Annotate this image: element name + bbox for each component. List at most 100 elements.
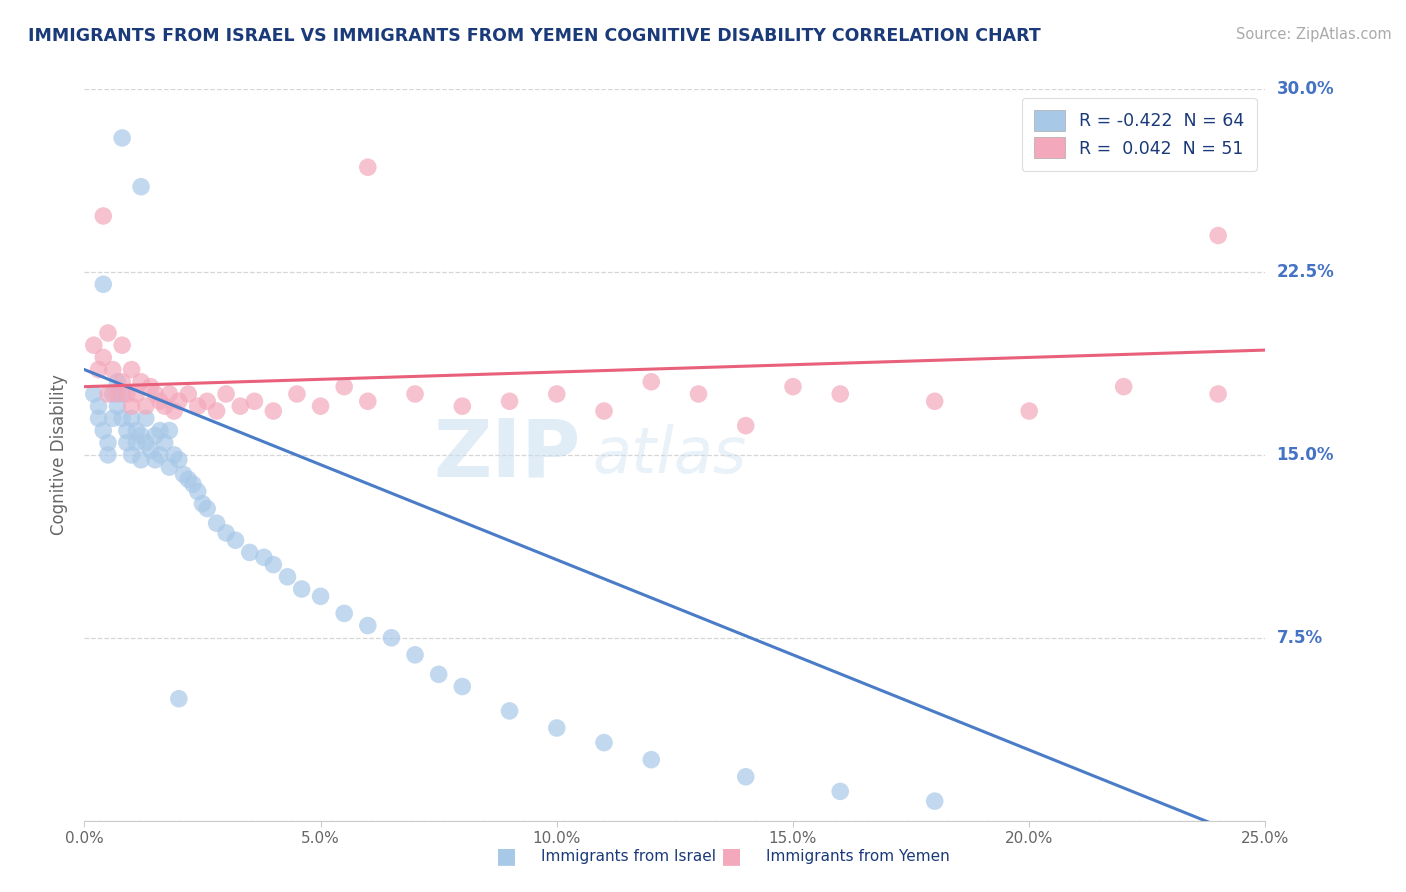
Point — [121, 362, 143, 376]
Point — [129, 428, 152, 442]
Text: IMMIGRANTS FROM ISRAEL VS IMMIGRANTS FROM YEMEN COGNITIVE DISABILITY CORRELATION: IMMIGRANTS FROM ISRAEL VS IMMIGRANTS FRO… — [28, 27, 1040, 45]
Point — [924, 394, 946, 409]
Point — [167, 394, 190, 409]
Point — [404, 387, 426, 401]
Point — [87, 411, 110, 425]
Text: 30.0%: 30.0% — [1277, 80, 1334, 98]
Text: 7.5%: 7.5% — [1277, 629, 1323, 647]
Point — [734, 770, 756, 784]
Point — [1206, 228, 1229, 243]
Point — [291, 582, 314, 596]
Point — [101, 387, 124, 401]
Point — [546, 721, 568, 735]
Point — [149, 424, 172, 438]
Point — [149, 448, 172, 462]
Point — [427, 667, 450, 681]
Point — [97, 435, 120, 450]
Point — [205, 516, 228, 531]
Point — [121, 448, 143, 462]
Point — [167, 452, 190, 467]
Point — [111, 411, 134, 425]
Point — [163, 404, 186, 418]
Point — [215, 387, 238, 401]
Point — [451, 399, 474, 413]
Point — [91, 277, 114, 292]
Point — [97, 326, 120, 340]
Point — [121, 399, 143, 413]
Point — [111, 131, 134, 145]
Point — [129, 452, 152, 467]
Point — [149, 394, 172, 409]
Point — [177, 387, 200, 401]
Point — [87, 362, 110, 376]
Point — [333, 379, 356, 393]
Point — [97, 448, 120, 462]
Point — [101, 362, 124, 376]
Point — [97, 387, 120, 401]
Point — [115, 387, 138, 401]
Point — [187, 484, 209, 499]
Point — [111, 338, 134, 352]
Point — [101, 411, 124, 425]
Point — [157, 460, 180, 475]
Point — [195, 501, 218, 516]
Text: 22.5%: 22.5% — [1277, 263, 1334, 281]
Point — [191, 497, 214, 511]
Point — [1206, 387, 1229, 401]
Point — [357, 394, 380, 409]
Point — [333, 607, 356, 621]
Text: ZIP: ZIP — [433, 416, 581, 494]
Point — [734, 418, 756, 433]
Point — [115, 424, 138, 438]
Point — [143, 428, 166, 442]
Point — [129, 179, 152, 194]
Point — [1112, 379, 1135, 393]
Point — [225, 533, 247, 548]
Point — [243, 394, 266, 409]
Point — [195, 394, 218, 409]
Point — [83, 387, 105, 401]
Text: Source: ZipAtlas.com: Source: ZipAtlas.com — [1236, 27, 1392, 42]
Point — [107, 387, 129, 401]
Point — [1018, 404, 1040, 418]
Point — [640, 375, 662, 389]
Point — [125, 387, 148, 401]
Y-axis label: Cognitive Disability: Cognitive Disability — [51, 375, 69, 535]
Point — [640, 753, 662, 767]
Point — [309, 399, 332, 413]
Point — [135, 435, 157, 450]
Point — [498, 704, 520, 718]
Text: atlas: atlas — [592, 424, 747, 486]
Point — [451, 680, 474, 694]
Point — [111, 375, 134, 389]
Point — [593, 404, 616, 418]
Text: ■: ■ — [721, 847, 741, 866]
Text: 15.0%: 15.0% — [1277, 446, 1334, 464]
Point — [167, 691, 190, 706]
Point — [163, 448, 186, 462]
Point — [380, 631, 402, 645]
Point — [157, 387, 180, 401]
Point — [143, 452, 166, 467]
Point — [91, 424, 114, 438]
Point — [177, 472, 200, 486]
Point — [157, 424, 180, 438]
Point — [153, 435, 176, 450]
Point — [253, 550, 276, 565]
Point — [139, 443, 162, 458]
Point — [87, 399, 110, 413]
Point — [181, 477, 204, 491]
Point — [129, 375, 152, 389]
Point — [135, 399, 157, 413]
Point — [546, 387, 568, 401]
Point — [285, 387, 308, 401]
Point — [498, 394, 520, 409]
Point — [125, 435, 148, 450]
Text: ■: ■ — [496, 847, 516, 866]
Point — [107, 375, 129, 389]
Point — [107, 399, 129, 413]
Point — [262, 558, 284, 572]
Point — [262, 404, 284, 418]
Point — [229, 399, 252, 413]
Point — [924, 794, 946, 808]
